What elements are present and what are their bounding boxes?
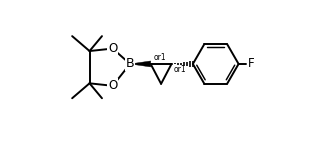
Text: or1: or1 [173, 65, 186, 74]
Text: F: F [248, 57, 255, 70]
Text: or1: or1 [154, 53, 166, 62]
Text: O: O [108, 42, 117, 55]
Text: O: O [108, 79, 117, 92]
Text: B: B [126, 57, 134, 70]
Polygon shape [130, 61, 151, 67]
